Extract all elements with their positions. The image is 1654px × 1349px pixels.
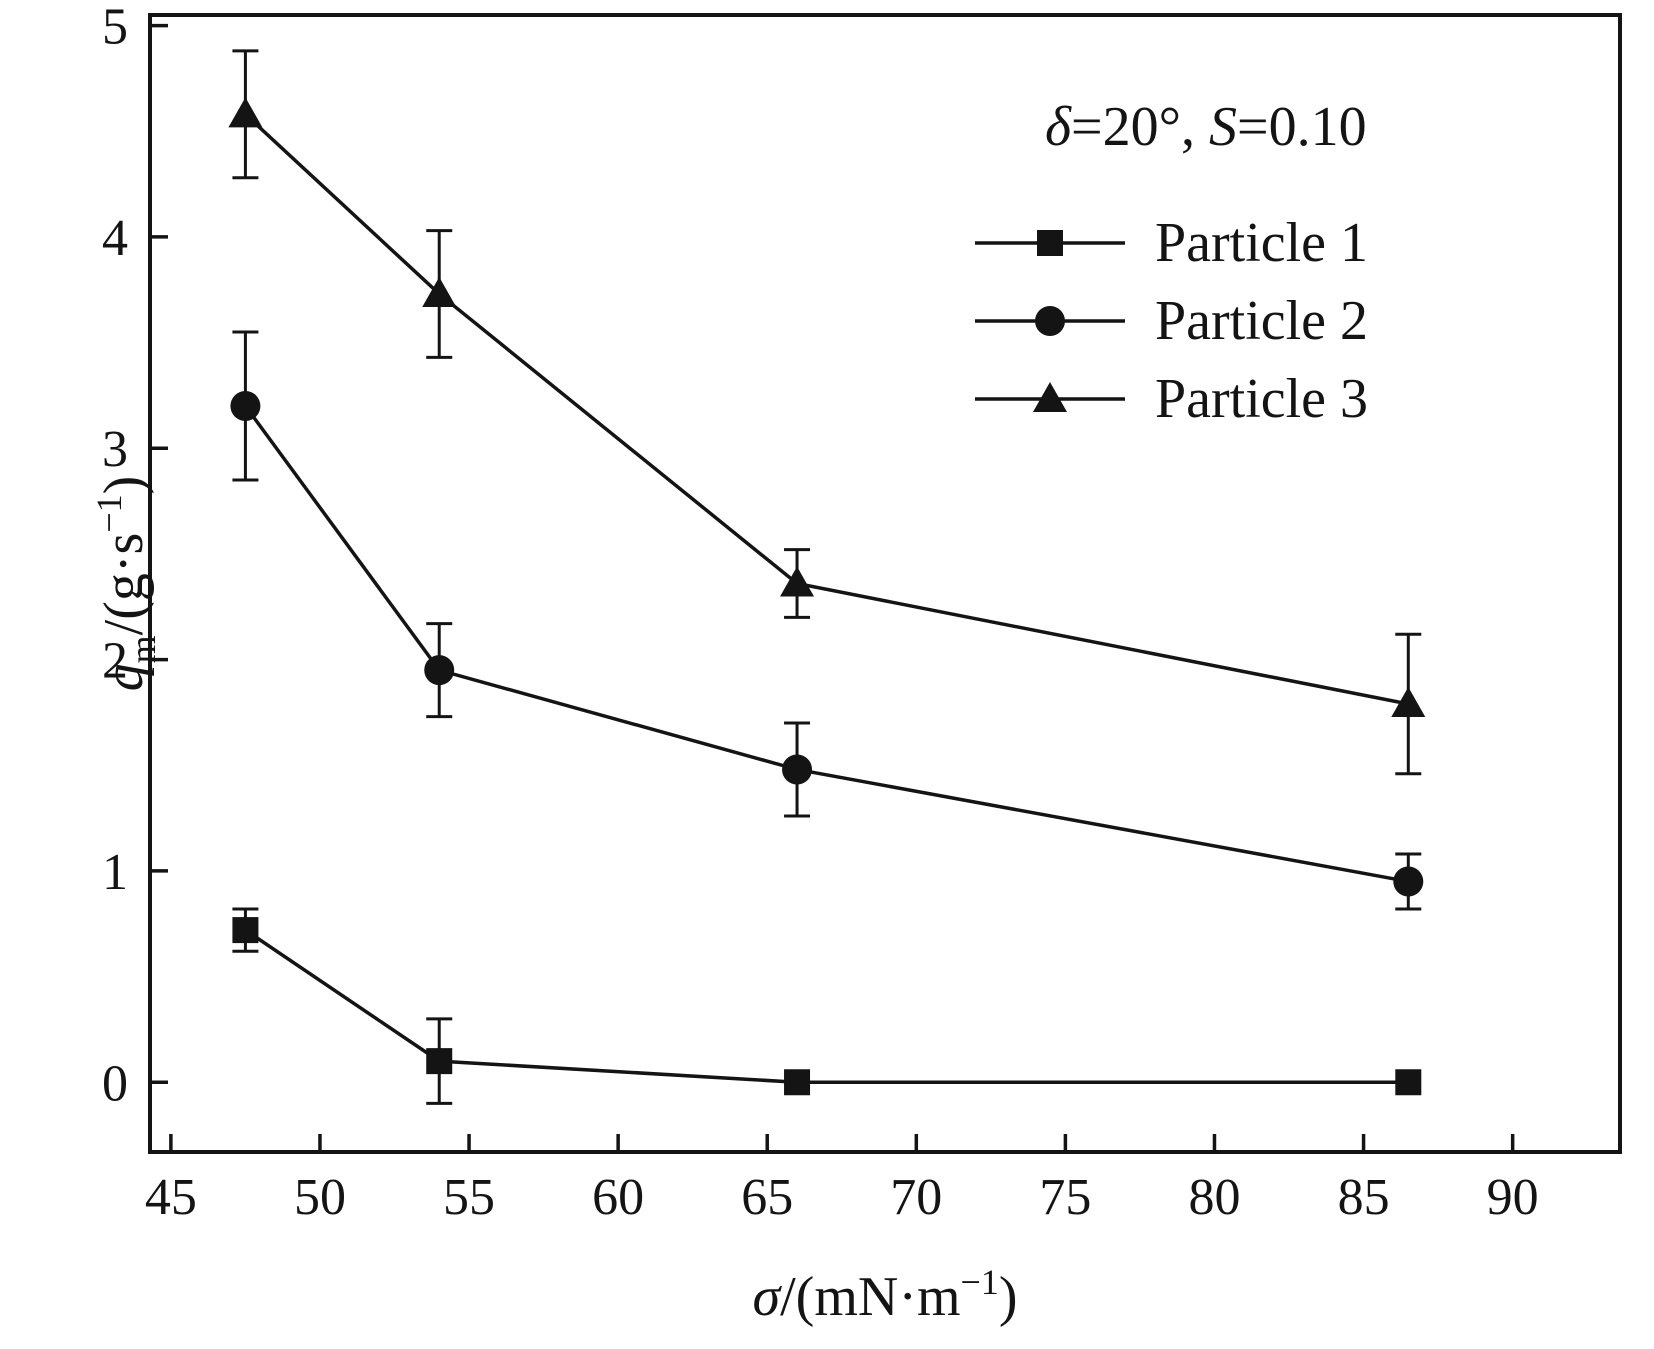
legend-entry-label: Particle 1 xyxy=(1155,212,1368,274)
marker-square xyxy=(232,917,259,944)
axes xyxy=(148,13,1622,1154)
y-axis-label: qm/(g·s−1) xyxy=(89,476,163,692)
legend-entry-label: Particle 3 xyxy=(1155,368,1368,430)
x-tick-label: 85 xyxy=(1338,1169,1390,1226)
marker-triangle xyxy=(422,276,457,307)
y-tick-label: 0 xyxy=(102,1055,128,1112)
y-tick-label: 2 xyxy=(102,633,128,690)
legend-entry-particle-1: Particle 1 xyxy=(975,212,1368,274)
marker-triangle xyxy=(1033,382,1067,412)
x-tick-label: 50 xyxy=(294,1169,346,1226)
series-particle-2 xyxy=(230,330,1424,911)
x-tick-label: 75 xyxy=(1039,1169,1091,1226)
plot-frame xyxy=(148,13,1622,1154)
x-tick-label: 80 xyxy=(1188,1169,1240,1226)
series-line xyxy=(244,113,1409,706)
marker-triangle xyxy=(1391,686,1426,717)
annotation-group: δ=20°, S=0.10 xyxy=(1045,96,1367,158)
y-tick-label: 1 xyxy=(102,844,128,901)
y-tick-label: 4 xyxy=(102,210,128,267)
legend: Particle 1 Particle 2 Particle 3 xyxy=(975,212,1368,430)
marker-circle xyxy=(230,390,261,421)
y-tick-label: 3 xyxy=(102,421,128,478)
marker-square xyxy=(1395,1069,1422,1096)
legend-entry-particle-3: Particle 3 xyxy=(975,368,1368,430)
x-tick-label: 60 xyxy=(592,1169,644,1226)
annotation: δ=20°, S=0.10 xyxy=(1045,96,1367,158)
x-tick-label: 90 xyxy=(1487,1169,1539,1226)
y-tick-label: 5 xyxy=(102,0,128,56)
y-axis: 0 1 2 3 4 5 xyxy=(102,0,168,1112)
series-line xyxy=(244,404,1409,884)
legend-entry-particle-2: Particle 2 xyxy=(975,290,1368,352)
x-axis: 45 50 55 60 65 70 75 80 85 90 xyxy=(145,1134,1539,1226)
marker-circle xyxy=(1393,866,1424,897)
marker-circle xyxy=(424,655,455,686)
x-axis-label: σ/(mN·m−1) xyxy=(752,1262,1017,1328)
legend-entry-label: Particle 2 xyxy=(1155,290,1368,352)
series-line xyxy=(244,928,1409,1085)
marker-triangle xyxy=(228,97,263,128)
marker-circle xyxy=(782,754,813,785)
marker-square xyxy=(426,1048,453,1075)
marker-circle xyxy=(1035,306,1065,336)
marker-square xyxy=(784,1069,811,1096)
x-tick-label: 55 xyxy=(443,1169,495,1226)
marker-square xyxy=(1037,230,1063,256)
x-tick-label: 65 xyxy=(741,1169,793,1226)
x-tick-label: 70 xyxy=(890,1169,942,1226)
series-particle-3 xyxy=(228,49,1426,776)
x-tick-label: 45 xyxy=(145,1169,197,1226)
series-particle-1 xyxy=(232,907,1422,1105)
marker-triangle xyxy=(780,566,815,597)
